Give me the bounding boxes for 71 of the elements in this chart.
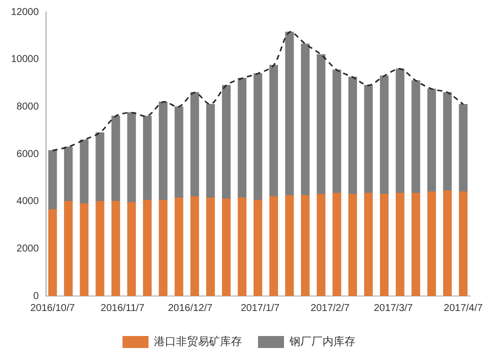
bar (143, 116, 152, 200)
legend-label: 港口非贸易矿库存 (154, 335, 242, 348)
bar (269, 64, 278, 197)
bar (396, 68, 404, 194)
bar (348, 194, 357, 296)
bar (443, 92, 452, 192)
bar (300, 44, 310, 196)
bar (222, 198, 231, 296)
bar (427, 88, 436, 192)
bar (254, 200, 262, 296)
bar (364, 85, 373, 194)
bar (396, 192, 404, 296)
bar (206, 197, 215, 296)
bar (143, 200, 152, 296)
bar (80, 203, 88, 296)
x-tick-label: 2017/4/7 (444, 302, 484, 314)
legend-label: 钢厂厂内库存 (288, 335, 356, 348)
bar (64, 201, 73, 296)
bar (285, 32, 294, 196)
y-tick-label: 6000 (16, 148, 40, 160)
bar (222, 85, 231, 200)
bar (190, 92, 200, 197)
bar (348, 76, 357, 195)
bar (80, 139, 88, 204)
bar (458, 192, 468, 296)
bar (427, 192, 436, 296)
bar (96, 201, 104, 296)
bar (111, 116, 120, 202)
line-series (52, 31, 464, 152)
x-tick-label: 2017/1/7 (240, 302, 280, 314)
x-tick-label: 2016/10/7 (30, 302, 76, 314)
x-tick-label: 2016/12/7 (168, 302, 213, 314)
x-tick-label: 2017/2/7 (310, 302, 350, 314)
bar (412, 192, 420, 296)
y-tick-label: 4000 (16, 196, 40, 208)
y-tick-label: 2000 (16, 243, 40, 254)
bar (380, 76, 389, 195)
bar (158, 102, 168, 200)
bar (254, 73, 262, 200)
bar (300, 195, 310, 296)
bar (190, 196, 200, 296)
bar (332, 70, 342, 194)
bar (316, 194, 326, 296)
y-tick-label: 12000 (10, 6, 40, 18)
y-tick-label: 10000 (10, 54, 40, 66)
bar (174, 197, 184, 296)
bar (127, 112, 136, 203)
bar (111, 201, 120, 296)
bar (206, 104, 215, 198)
bar (127, 202, 136, 296)
x-tick-label: 2017/3/7 (374, 302, 414, 314)
bar (96, 132, 104, 202)
bar (238, 78, 246, 198)
bar (332, 192, 342, 296)
bar (285, 195, 294, 296)
bar (158, 200, 168, 296)
bar (364, 192, 373, 296)
bar (48, 150, 57, 210)
bar (64, 146, 73, 202)
x-tick-label: 2016/11/7 (100, 302, 145, 314)
bar (174, 106, 184, 198)
bar (269, 196, 278, 296)
bar (458, 104, 468, 192)
y-tick-label: 8000 (16, 101, 40, 112)
bar (412, 80, 420, 194)
bar (316, 54, 326, 195)
bar (238, 197, 246, 296)
bar (380, 194, 389, 296)
y-tick-label: 0 (33, 290, 40, 302)
bar (443, 190, 452, 296)
bar (48, 209, 57, 296)
